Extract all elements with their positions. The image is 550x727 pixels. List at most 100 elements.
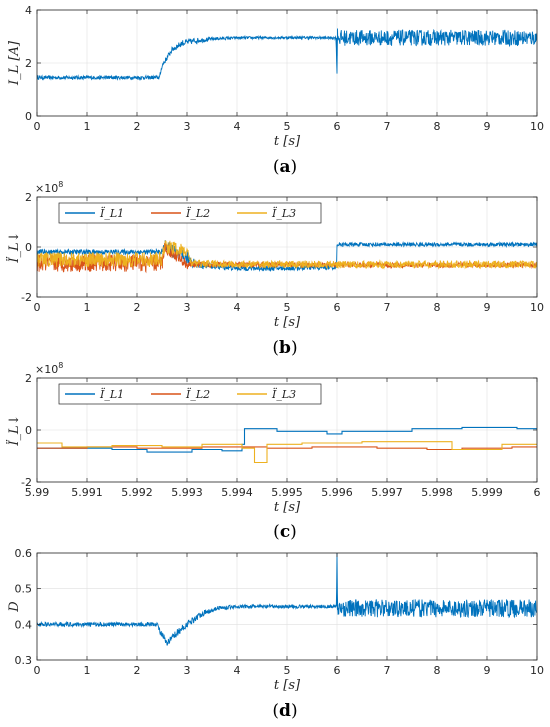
series-line-3 <box>37 240 537 270</box>
x-tick-label-8: 8 <box>434 301 441 314</box>
x-tick-label-8: 5.998 <box>421 486 453 499</box>
x-tick-label-1: 1 <box>84 664 91 677</box>
y-tick-label-1: 0 <box>25 241 32 254</box>
x-tick-label-9: 9 <box>484 120 491 133</box>
x-tick-label-0: 0 <box>34 301 41 314</box>
x-tick-label-5: 5 <box>284 120 291 133</box>
caption-letter: a <box>279 157 290 177</box>
panel-d: 0 1 2 3 4 5 6 7 8 9 10 0.3 0.4 0.5 0.6 t [s] D (d) <box>7 547 544 721</box>
y-axis-label: Ï_L↓ <box>5 231 22 263</box>
x-tick-label-8: 8 <box>434 120 441 133</box>
x-tick-label-10: 10 <box>530 664 544 677</box>
exponent-base: ×10 <box>35 182 58 195</box>
x-tick-label-6: 6 <box>334 120 341 133</box>
legend-box <box>58 202 322 224</box>
caption-letter: c <box>280 522 290 542</box>
y-tick-label-2: 2 <box>25 191 32 204</box>
x-tick-label-3: 3 <box>184 120 191 133</box>
legend-entry-3: Ï_L3 <box>271 206 296 220</box>
series-line-2 <box>37 446 537 451</box>
x-tick-label-5: 5.995 <box>271 486 303 499</box>
caption-close: ) <box>290 522 297 542</box>
y-tick-label-0: -2 <box>21 476 32 489</box>
legend-entry-3: Ï_L3 <box>271 387 296 401</box>
panel-caption: (b) <box>272 338 297 358</box>
x-tick-label-10: 6 <box>534 486 541 499</box>
series-group <box>37 426 537 464</box>
y-tick-label-1: 2 <box>25 57 32 70</box>
x-tick-label-1: 5.991 <box>71 486 103 499</box>
y-tick-label-0: 0 <box>25 110 32 123</box>
legend: Ï_L1 Ï_L2 Ï_L3 <box>58 383 322 405</box>
x-tick-label-10: 10 <box>530 301 544 314</box>
x-tick-label-2: 2 <box>134 301 141 314</box>
caption-letter: b <box>279 338 291 358</box>
x-tick-label-10: 10 <box>530 120 544 133</box>
series-group <box>37 28 537 81</box>
y-tick-label-2: 2 <box>25 372 32 385</box>
legend-entry-1: Ï_L1 <box>99 387 124 401</box>
y-tick-label-0: 0.3 <box>15 654 33 667</box>
x-tick-label-3: 3 <box>184 664 191 677</box>
x-tick-label-9: 5.999 <box>471 486 503 499</box>
x-tick-label-1: 1 <box>84 120 91 133</box>
legend: Ï_L1 Ï_L2 Ï_L3 <box>58 202 322 224</box>
x-tick-label-4: 4 <box>234 664 241 677</box>
caption-open: ( <box>272 701 279 721</box>
x-tick-label-8: 8 <box>434 664 441 677</box>
y-axis-label: I_L [A] <box>7 40 22 86</box>
y-tick-label-1: 0.4 <box>15 618 33 631</box>
x-tick-label-3: 5.993 <box>171 486 203 499</box>
series-line-1 <box>37 426 537 453</box>
caption-close: ) <box>291 338 298 358</box>
y-tick-label-2: 0.5 <box>15 583 33 596</box>
x-tick-label-6: 6 <box>334 301 341 314</box>
exponent-base: ×10 <box>35 363 58 376</box>
x-axis-label: t [s] <box>274 134 301 149</box>
panel-a: 0 1 2 3 4 5 6 7 8 9 10 0 2 4 t [s] I_L [A] (a) <box>7 4 544 177</box>
x-tick-label-4: 5.994 <box>221 486 253 499</box>
panel-c: 5.99 5.991 5.992 5.993 5.994 5.995 5.996 5.997 5… <box>5 361 541 542</box>
x-tick-label-6: 6 <box>334 664 341 677</box>
series-line-3 <box>37 441 537 464</box>
y-tick-label-0: -2 <box>21 291 32 304</box>
x-tick-label-7: 7 <box>384 664 391 677</box>
exponent-power: 8 <box>58 180 63 189</box>
y-tick-label-2: 4 <box>25 4 32 17</box>
y-axis-label: D <box>7 601 22 613</box>
x-tick-label-4: 4 <box>234 120 241 133</box>
series-group <box>37 240 537 274</box>
legend-entry-2: Ï_L2 <box>185 206 210 220</box>
x-tick-label-0: 0 <box>34 664 41 677</box>
x-tick-label-4: 4 <box>234 301 241 314</box>
x-tick-label-2: 5.992 <box>121 486 153 499</box>
y-tick-label-1: 0 <box>25 424 32 437</box>
x-axis-label: t [s] <box>274 500 301 515</box>
x-tick-label-1: 1 <box>84 301 91 314</box>
exponent-label: ×108 <box>35 180 63 195</box>
legend-entry-1: Ï_L1 <box>99 206 124 220</box>
panel-caption: (a) <box>273 157 297 177</box>
x-tick-label-7: 7 <box>384 301 391 314</box>
x-axis-label: t [s] <box>274 678 301 693</box>
x-tick-label-6: 5.996 <box>321 486 353 499</box>
y-axis-label: Ï_L↓ <box>5 414 22 446</box>
x-tick-label-5: 5 <box>284 664 291 677</box>
x-tick-label-7: 7 <box>384 120 391 133</box>
x-tick-label-2: 2 <box>134 664 141 677</box>
x-tick-label-5: 5 <box>284 301 291 314</box>
caption-open: ( <box>272 338 279 358</box>
caption-letter: d <box>279 701 291 721</box>
panel-caption: (c) <box>273 522 297 542</box>
x-axis-label: t [s] <box>274 315 301 330</box>
legend-entry-2: Ï_L2 <box>185 387 210 401</box>
caption-open: ( <box>273 522 280 542</box>
y-tick-label-3: 0.6 <box>15 547 33 560</box>
x-tick-label-2: 2 <box>134 120 141 133</box>
exponent-label: ×108 <box>35 361 63 376</box>
x-tick-label-9: 9 <box>484 301 491 314</box>
series-group <box>37 553 537 646</box>
panel-caption: (d) <box>272 701 297 721</box>
